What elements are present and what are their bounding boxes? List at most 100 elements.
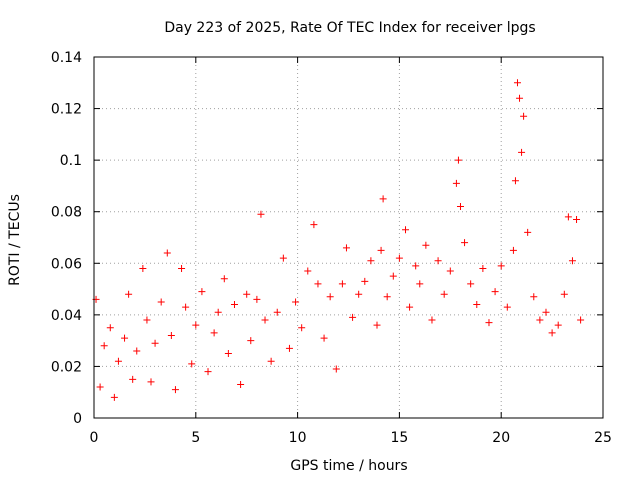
data-point xyxy=(520,112,528,120)
data-point xyxy=(473,301,481,309)
y-tick-label: 0.1 xyxy=(60,153,82,169)
data-point xyxy=(110,393,118,401)
data-point xyxy=(163,249,171,257)
x-tick-label: 5 xyxy=(191,430,200,446)
data-point xyxy=(247,337,255,345)
data-point xyxy=(349,313,357,321)
data-point xyxy=(157,298,165,306)
data-point xyxy=(379,195,387,203)
data-point xyxy=(446,267,454,275)
x-tick-label: 10 xyxy=(289,430,307,446)
data-point xyxy=(367,257,375,265)
data-point xyxy=(96,383,104,391)
data-point xyxy=(267,357,275,365)
data-point xyxy=(355,290,363,298)
x-tick-label: 0 xyxy=(90,430,99,446)
data-point xyxy=(320,334,328,342)
chart-title: Day 223 of 2025, Rate Of TEC Index for r… xyxy=(164,20,535,36)
data-point xyxy=(106,324,114,332)
data-point xyxy=(147,378,155,386)
x-tick-label: 25 xyxy=(594,430,612,446)
data-point xyxy=(143,316,151,324)
data-point xyxy=(125,290,133,298)
gridlines xyxy=(94,57,603,418)
data-point xyxy=(338,280,346,288)
data-point xyxy=(564,213,572,221)
data-point xyxy=(292,298,300,306)
data-point xyxy=(310,221,318,229)
x-axis-ticks: 0 5 10 15 20 25 xyxy=(90,57,612,446)
data-point xyxy=(220,275,228,283)
data-point xyxy=(560,290,568,298)
data-point xyxy=(326,293,334,301)
data-point xyxy=(243,290,251,298)
data-point xyxy=(210,329,218,337)
y-tick-label: 0.06 xyxy=(51,256,82,272)
data-point xyxy=(434,257,442,265)
y-tick-label: 0.02 xyxy=(51,359,82,375)
data-point xyxy=(452,179,460,187)
y-tick-label: 0.08 xyxy=(51,205,82,221)
data-point xyxy=(497,262,505,270)
data-point xyxy=(100,342,108,350)
y-tick-label: 0.04 xyxy=(51,308,82,324)
data-point xyxy=(577,316,585,324)
data-point xyxy=(467,280,475,288)
data-point xyxy=(192,321,200,329)
data-point xyxy=(279,254,287,262)
data-point xyxy=(178,264,186,272)
data-point xyxy=(456,203,464,211)
x-tick-label: 20 xyxy=(492,430,510,446)
data-point xyxy=(198,288,206,296)
data-point xyxy=(503,303,511,311)
data-point xyxy=(167,331,175,339)
data-point xyxy=(513,79,521,87)
data-point xyxy=(261,316,269,324)
y-axis-label: ROTI / TECUs xyxy=(7,194,23,286)
data-point xyxy=(182,303,190,311)
y-axis-ticks: 0 0.02 0.04 0.06 0.08 0.1 0.12 0.14 xyxy=(51,50,603,427)
data-point xyxy=(230,301,238,309)
data-point xyxy=(573,215,581,223)
data-point xyxy=(440,290,448,298)
data-point xyxy=(524,228,532,236)
data-point xyxy=(491,288,499,296)
data-point xyxy=(461,239,469,247)
data-point xyxy=(412,262,420,270)
y-tick-label: 0.12 xyxy=(51,102,82,118)
data-point xyxy=(188,360,196,368)
data-point xyxy=(332,365,340,373)
data-point xyxy=(214,308,222,316)
data-point xyxy=(377,246,385,254)
data-point xyxy=(542,308,550,316)
data-point xyxy=(518,148,526,156)
data-point xyxy=(314,280,322,288)
data-point xyxy=(548,329,556,337)
data-point xyxy=(428,316,436,324)
data-point xyxy=(383,293,391,301)
data-point xyxy=(121,334,129,342)
data-point xyxy=(129,375,137,383)
x-tick-label: 15 xyxy=(390,430,408,446)
data-point xyxy=(389,272,397,280)
data-point xyxy=(204,368,212,376)
data-point xyxy=(257,210,265,218)
data-point xyxy=(285,344,293,352)
data-point xyxy=(479,264,487,272)
data-point xyxy=(139,264,147,272)
data-point xyxy=(568,257,576,265)
data-point xyxy=(530,293,538,301)
data-point xyxy=(485,319,493,327)
data-point xyxy=(224,350,232,358)
data-point xyxy=(454,156,462,164)
y-tick-label: 0.14 xyxy=(51,50,82,66)
data-point xyxy=(342,244,350,252)
data-point xyxy=(395,254,403,262)
data-point xyxy=(416,280,424,288)
data-point xyxy=(554,321,562,329)
data-point xyxy=(361,277,369,285)
y-tick-label: 0 xyxy=(73,411,82,427)
data-point xyxy=(133,347,141,355)
